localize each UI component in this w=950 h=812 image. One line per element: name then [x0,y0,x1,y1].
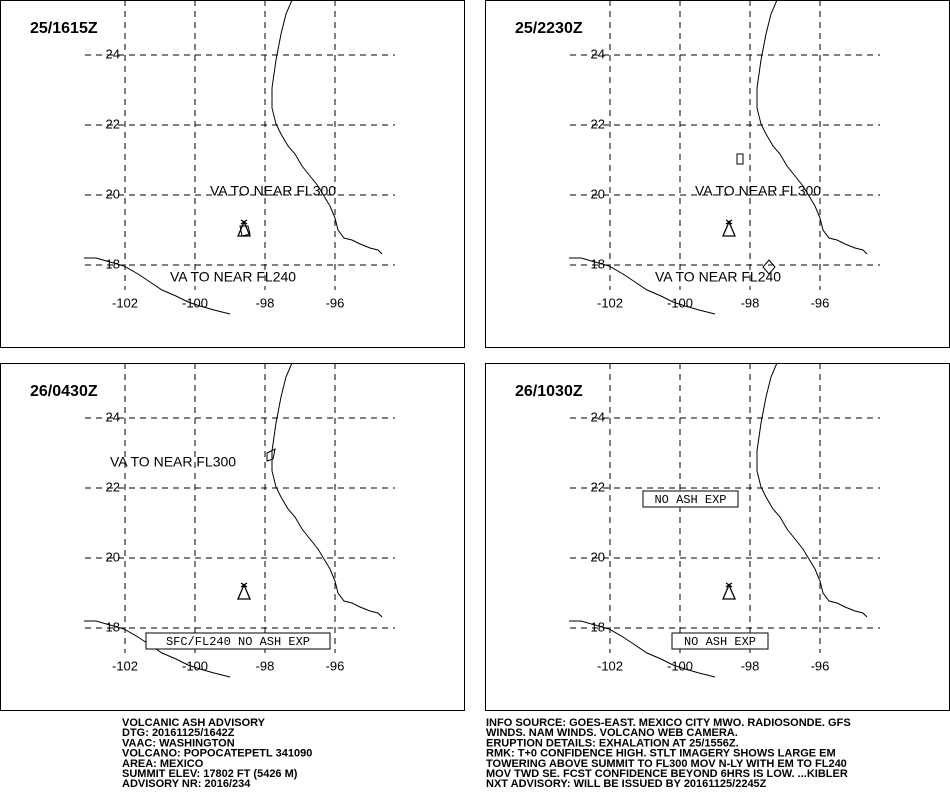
longitude-label: -96 [326,658,345,673]
longitude-label: -102 [597,295,623,310]
longitude-label: -100 [182,295,208,310]
footer-line: ERUPTION DETAILS: EXHALATION AT 25/1556Z… [486,737,739,749]
latitude-label: 24 [591,409,605,424]
footer-line: AREA: MEXICO [122,758,204,770]
footer-line: VAAC: WASHINGTON [122,737,235,749]
ash-label: VA TO NEAR FL300 [210,183,336,199]
latitude-label: 22 [106,116,120,131]
latitude-label: 22 [591,479,605,494]
latitude-label: 20 [106,186,120,201]
label-box [145,632,331,650]
longitude-label: -96 [811,295,830,310]
panel-title: 26/1030Z [515,383,583,400]
footer-line: MOV TWD SE. FCST CONFIDENCE BEYOND 6HRS … [486,768,848,780]
footer-line: NXT ADVISORY: WILL BE ISSUED BY 20161125… [486,778,767,790]
longitude-label: -98 [741,295,760,310]
latitude-label: 22 [591,116,605,131]
no-ash-label: SFC/FL240 NO ASH EXP [166,635,310,649]
footer-line: SUMMIT ELEV: 17802 FT (5426 M) [122,768,298,780]
footer-line: INFO SOURCE: GOES-EAST. MEXICO CITY MWO.… [486,717,851,729]
map-panel: 24 22 20 18 -102 -100 -98 -96 26/0430Z VA TO NEAR… [0,362,465,711]
latitude-label: 18 [591,256,605,271]
map-features [568,0,868,315]
footer-line: ADVISORY NR: 2016/234 [122,778,251,790]
latitude-label: 22 [106,479,120,494]
longitude-label: -98 [256,295,275,310]
footer-line: RMK: T+0 CONFIDENCE HIGH. STLT IMAGERY S… [486,748,836,760]
longitude-label: -100 [667,295,693,310]
ash-label: VA TO NEAR FL300 [110,454,236,470]
panel-frame [0,363,465,711]
footer-line: DTG: 20161125/1642Z [122,727,235,739]
panel-frame [485,0,950,348]
footer-line: WINDS. NAM WINDS. VOLCANO WEB CAMERA. [486,727,738,739]
footer-line: VOLCANO: POPOCATEPETL 341090 [122,748,312,760]
latitude-label: 24 [106,46,120,61]
latitude-label: 24 [106,409,120,424]
latitude-label: 18 [591,619,605,634]
longitude-label: -98 [256,658,275,673]
longitude-label: -98 [741,658,760,673]
latitude-label: 20 [106,549,120,564]
latitude-label: 24 [591,46,605,61]
label-box [642,490,739,508]
latitude-label: 20 [591,186,605,201]
footer-line: TOWERING ABOVE SUMMIT TO FL300 MOV N-LY … [486,758,847,770]
latitude-label: 18 [106,619,120,634]
map-features [83,0,383,315]
latitude-label: 20 [591,549,605,564]
longitude-label: -102 [112,295,138,310]
footer-line: VOLCANIC ASH ADVISORY [122,717,266,729]
panel-frame [485,363,950,711]
longitude-label: -100 [182,658,208,673]
panel-title: 25/2230Z [515,20,583,37]
longitude-label: -96 [811,658,830,673]
no-ash-label: NO ASH EXP [654,493,726,507]
map-features [568,362,868,678]
longitude-label: -100 [667,658,693,673]
panel-frame [0,0,465,348]
longitude-label: -96 [326,295,345,310]
label-box [671,632,769,650]
longitude-label: -102 [597,658,623,673]
map-panel: 24 22 20 18 -102 -100 -98 -96 25/1615Z VA TO NEAR… [0,0,465,348]
ash-label: VA TO NEAR FL300 [695,183,821,199]
latitude-label: 18 [106,256,120,271]
map-panel: 24 22 20 18 -102 -100 -98 -96 26/1030Z NO ASH EXP… [485,362,950,711]
panel-title: 25/1615Z [30,20,98,37]
map-features [83,362,383,678]
no-ash-label: NO ASH EXP [684,635,756,649]
ash-label: VA TO NEAR FL240 [655,269,781,285]
panel-title: 26/0430Z [30,383,98,400]
map-panel: 24 22 20 18 -102 -100 -98 -96 25/2230Z VA TO NEAR… [485,0,950,348]
ash-label: VA TO NEAR FL240 [170,269,296,285]
longitude-label: -102 [112,658,138,673]
